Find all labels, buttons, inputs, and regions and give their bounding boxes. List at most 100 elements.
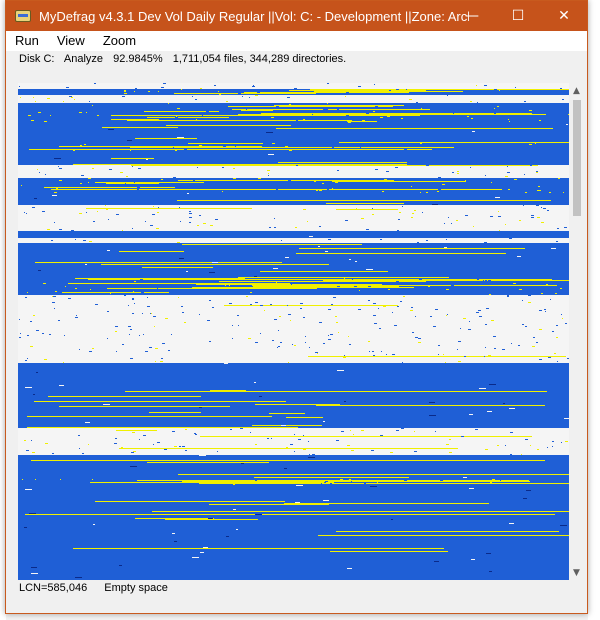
map-row (18, 243, 569, 244)
map-row (18, 238, 569, 239)
file-speck (123, 481, 126, 482)
scroll-thumb[interactable] (573, 100, 581, 216)
file-speck (47, 184, 50, 185)
mydefrag-app-icon[interactable] (15, 10, 31, 22)
map-row (18, 199, 569, 200)
map-row (18, 359, 569, 360)
scroll-up-arrow-icon[interactable]: ▲ (573, 85, 580, 96)
map-row (18, 549, 569, 550)
file-speck (548, 483, 550, 484)
fragmented-segment (219, 281, 426, 282)
file-speck (395, 167, 398, 168)
minimize-button[interactable]: — (465, 8, 479, 24)
file-speck (81, 175, 84, 176)
map-row (18, 344, 569, 345)
file-speck (324, 482, 326, 483)
file-speck (414, 431, 415, 432)
menu-view[interactable]: View (56, 33, 85, 48)
file-speck (485, 324, 487, 325)
file-speck (181, 89, 182, 90)
fragmented-segment (111, 119, 159, 120)
map-row (18, 108, 569, 109)
file-speck (98, 285, 99, 286)
file-speck (523, 205, 524, 206)
file-speck (332, 188, 333, 189)
map-row (18, 178, 569, 179)
file-speck (85, 422, 90, 423)
disk-map-canvas[interactable] (18, 83, 569, 580)
file-speck (290, 320, 291, 321)
file-speck (45, 174, 46, 175)
file-speck (502, 349, 505, 350)
fragmented-segment (278, 162, 407, 163)
map-row (18, 306, 569, 307)
map-row (18, 400, 569, 401)
file-speck (442, 192, 443, 193)
map-row (18, 280, 569, 281)
map-row (18, 116, 569, 117)
vertical-scrollbar[interactable]: ▲ ▼ (569, 83, 584, 580)
file-speck (401, 118, 403, 119)
map-row (18, 342, 569, 343)
map-row (18, 194, 569, 195)
map-row (18, 488, 569, 489)
map-row (18, 228, 569, 229)
map-row (18, 432, 569, 433)
map-row (18, 85, 569, 86)
file-speck (142, 313, 143, 314)
menu-run[interactable]: Run (15, 33, 39, 48)
map-row (18, 527, 569, 528)
fragmented-segment (299, 248, 525, 249)
title-bar[interactable]: MyDefrag v4.3.1 Dev Vol Daily Regular ||… (6, 1, 587, 31)
file-speck (297, 115, 299, 116)
file-speck (396, 430, 399, 431)
file-speck (212, 307, 214, 308)
scroll-down-arrow-icon[interactable]: ▼ (573, 567, 580, 578)
map-row (18, 525, 569, 526)
file-speck (44, 359, 47, 360)
map-row (18, 104, 569, 105)
file-speck (484, 85, 487, 86)
map-row (18, 261, 569, 262)
fragmented-segment (119, 448, 458, 449)
file-speck (189, 217, 192, 218)
file-speck (352, 279, 353, 280)
file-speck (197, 167, 198, 168)
fragmented-segment (73, 548, 444, 549)
file-speck (451, 285, 454, 286)
map-row (18, 578, 569, 579)
file-speck (370, 486, 377, 487)
file-speck (202, 484, 203, 485)
file-speck (25, 489, 32, 490)
file-speck (568, 358, 569, 359)
file-speck (229, 285, 230, 286)
file-speck (199, 455, 206, 456)
file-speck (28, 113, 31, 114)
file-speck (134, 182, 135, 183)
file-speck (444, 223, 445, 224)
map-row (18, 435, 569, 436)
map-row (18, 573, 569, 574)
file-speck (324, 110, 326, 111)
file-speck (552, 117, 554, 118)
file-speck (88, 182, 89, 183)
close-button[interactable]: ✕ (558, 8, 570, 24)
file-speck (266, 132, 273, 133)
disk-map[interactable] (18, 83, 569, 580)
file-speck (112, 90, 114, 91)
maximize-button[interactable]: ☐ (511, 8, 525, 24)
map-row (18, 475, 569, 476)
map-row (18, 552, 569, 553)
map-row (18, 86, 569, 87)
map-row (18, 254, 569, 255)
file-speck (315, 352, 318, 353)
file-speck (155, 348, 158, 349)
file-speck (456, 284, 459, 285)
file-speck (49, 121, 50, 122)
file-speck (309, 347, 310, 348)
menu-zoom[interactable]: Zoom (102, 33, 137, 48)
file-speck (530, 165, 532, 166)
file-speck (86, 112, 87, 113)
file-speck (204, 188, 207, 189)
map-row (18, 393, 569, 394)
